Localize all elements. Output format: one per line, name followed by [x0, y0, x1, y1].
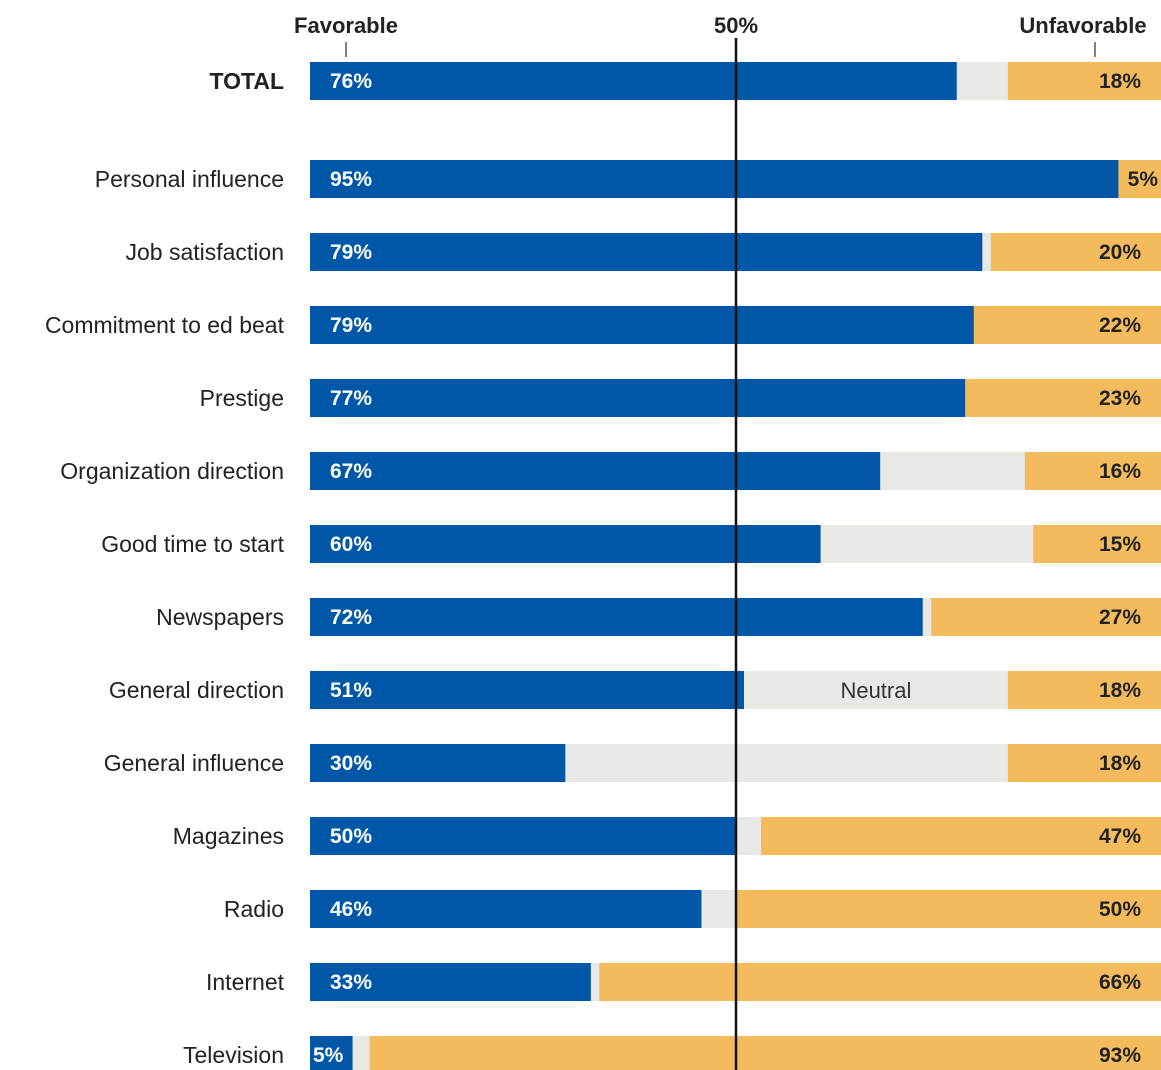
category-label: Commitment to ed beat — [45, 312, 285, 338]
favorable-value-label: 76% — [330, 70, 372, 93]
unfavorable-segment — [735, 890, 1161, 928]
category-label: Radio — [224, 896, 284, 922]
unfavorable-segment — [1024, 452, 1161, 490]
unfavorable-segment — [599, 963, 1161, 1001]
category-label: Television — [183, 1042, 284, 1068]
favorable-segment — [310, 306, 983, 344]
unfavorable-segment — [973, 306, 1161, 344]
unfavorable-segment — [931, 598, 1161, 636]
unfavorable-segment — [1007, 62, 1161, 100]
favorable-segment — [310, 598, 923, 636]
bar-row: Television 5% 93% — [183, 1036, 1161, 1070]
favorable-segment — [310, 525, 821, 563]
favorable-segment — [310, 744, 566, 782]
unfavorable-segment — [761, 817, 1161, 855]
favorable-segment — [310, 233, 983, 271]
favorable-value-label: 46% — [330, 898, 372, 921]
bar-row: Prestige 77% 23% — [200, 379, 1161, 417]
favorable-value-label: 30% — [330, 752, 372, 775]
bar-row: Job satisfaction 79% 20% — [125, 233, 1161, 271]
unfavorable-value-label: 27% — [1099, 606, 1141, 629]
unfavorable-value-label: 18% — [1099, 70, 1141, 93]
unfavorable-value-label: 15% — [1099, 533, 1141, 556]
bar-row: Newspapers 72% 27% — [156, 598, 1161, 636]
favorable-value-label: 5% — [313, 1044, 344, 1067]
bar-row: Good time to start 60% 15% — [101, 525, 1161, 563]
category-label: General direction — [109, 677, 284, 703]
unfavorable-value-label: 16% — [1099, 460, 1141, 483]
favorable-segment — [310, 1036, 353, 1070]
unfavorable-segment — [1033, 525, 1161, 563]
bar-row: Magazines 50% 47% — [173, 817, 1161, 855]
favorable-value-label: 67% — [330, 460, 372, 483]
column-headers: Favorable 50% Unfavorable — [294, 13, 1147, 57]
unfavorable-value-label: 50% — [1099, 898, 1141, 921]
favorable-segment — [310, 160, 1119, 198]
bar-row: Radio 46% 50% — [224, 890, 1161, 928]
favorable-header: Favorable — [294, 13, 398, 38]
category-label: Magazines — [173, 823, 284, 849]
unfavorable-value-label: 66% — [1099, 971, 1141, 994]
bar-row: General influence 30% 18% — [104, 744, 1161, 782]
favorable-segment — [310, 671, 745, 709]
unfavorable-segment — [369, 1036, 1161, 1070]
unfavorable-segment — [1007, 671, 1161, 709]
unfavorable-value-label: 18% — [1099, 752, 1141, 775]
unfavorable-value-label: 18% — [1099, 679, 1141, 702]
favorable-value-label: 79% — [330, 241, 372, 264]
favorable-segment — [310, 963, 591, 1001]
favorable-value-label: 33% — [330, 971, 372, 994]
midpoint-header: 50% — [714, 13, 758, 38]
category-label: Job satisfaction — [125, 239, 284, 265]
unfavorable-segment — [990, 233, 1161, 271]
category-label: Prestige — [200, 385, 284, 411]
favorable-segment — [310, 890, 702, 928]
bar-rows: TOTAL 76% 18% Personal influence 95% 5% Job sa… — [45, 62, 1161, 1070]
favorable-segment — [310, 817, 736, 855]
favorable-value-label: 50% — [330, 825, 372, 848]
category-label: TOTAL — [209, 68, 284, 94]
favorable-value-label: 60% — [330, 533, 372, 556]
favorable-segment — [310, 62, 957, 100]
category-label: Personal influence — [95, 166, 284, 192]
bar-row: TOTAL 76% 18% — [209, 62, 1161, 100]
unfavorable-value-label: 47% — [1099, 825, 1141, 848]
category-label: Good time to start — [101, 531, 284, 557]
unfavorable-value-label: 23% — [1099, 387, 1141, 410]
category-label: Internet — [206, 969, 285, 995]
favorable-value-label: 95% — [330, 168, 372, 191]
unfavorable-value-label: 93% — [1099, 1044, 1141, 1067]
unfavorable-segment — [965, 379, 1161, 417]
unfavorable-value-label: 20% — [1099, 241, 1141, 264]
favorable-value-label: 77% — [330, 387, 372, 410]
favorable-value-label: 72% — [330, 606, 372, 629]
unfavorable-value-label: 22% — [1099, 314, 1141, 337]
favorable-value-label: 79% — [330, 314, 372, 337]
bar-row: General direction 51% 18% Neutral — [109, 671, 1161, 709]
unfavorable-header: Unfavorable — [1019, 13, 1146, 38]
favorable-segment — [310, 379, 966, 417]
category-label: Newspapers — [156, 604, 284, 630]
bar-row: Personal influence 95% 5% — [95, 160, 1161, 198]
unfavorable-segment — [1118, 160, 1161, 198]
bar-row: Commitment to ed beat 79% 22% — [45, 306, 1161, 344]
category-label: General influence — [104, 750, 284, 776]
unfavorable-segment — [1007, 744, 1161, 782]
category-label: Organization direction — [60, 458, 284, 484]
unfavorable-value-label: 5% — [1128, 168, 1159, 191]
favorable-segment — [310, 452, 881, 490]
bar-row: Organization direction 67% 16% — [60, 452, 1161, 490]
bar-row: Internet 33% 66% — [206, 963, 1161, 1001]
favorable-value-label: 51% — [330, 679, 372, 702]
neutral-legend-label: Neutral — [840, 678, 911, 703]
